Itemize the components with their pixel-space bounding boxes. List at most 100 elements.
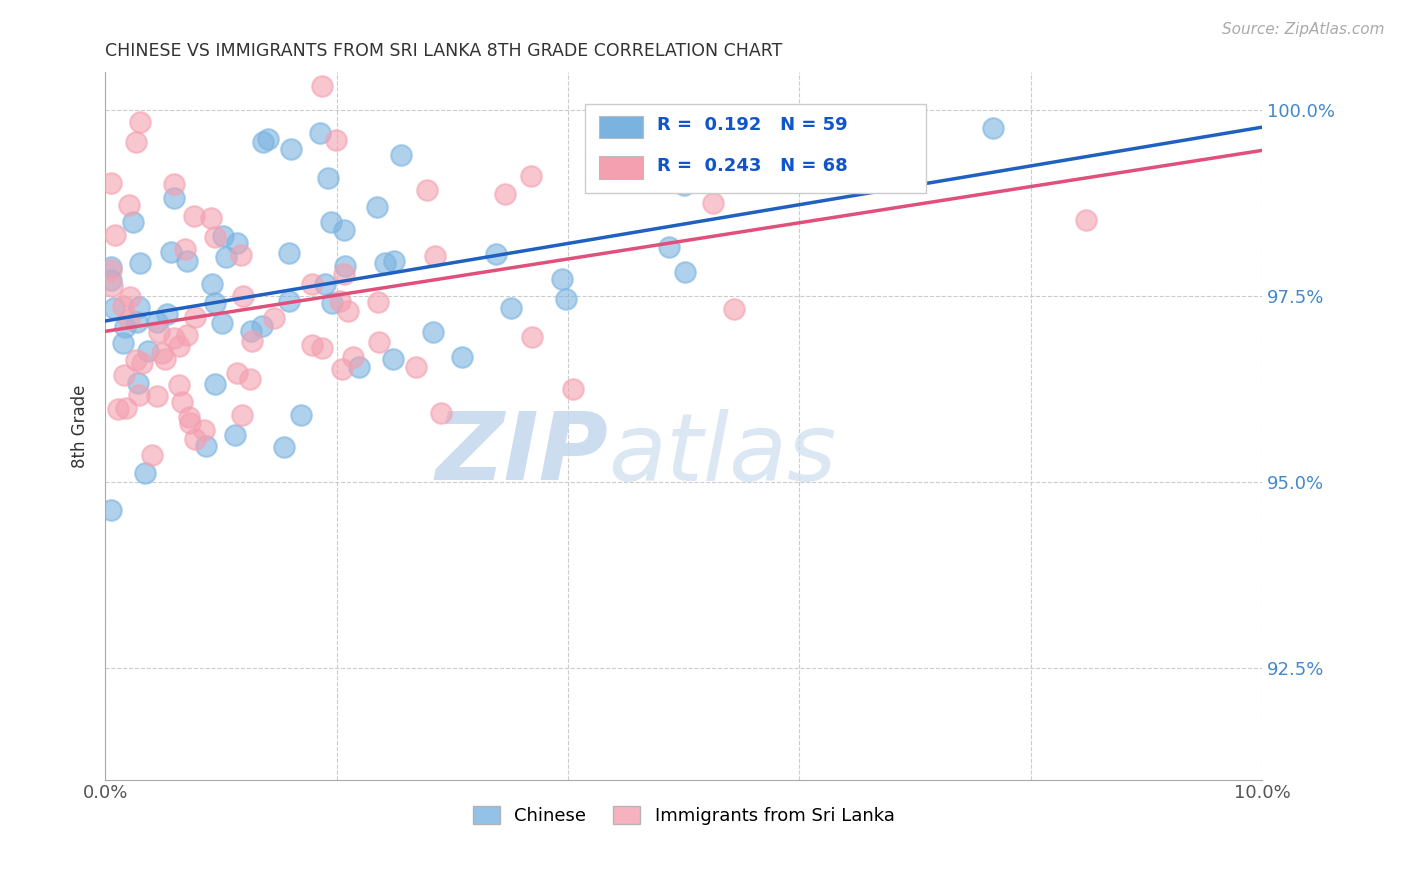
Point <box>349 359 371 374</box>
Point <box>430 406 453 420</box>
Point <box>224 427 246 442</box>
Point <box>311 79 333 94</box>
Text: R =  0.243   N = 68: R = 0.243 N = 68 <box>657 157 848 175</box>
Point <box>1074 213 1097 227</box>
Point <box>122 214 145 228</box>
Point <box>240 334 263 348</box>
Point <box>883 52 905 66</box>
Y-axis label: 8th Grade: 8th Grade <box>72 384 89 467</box>
Point <box>658 240 681 254</box>
Point <box>136 343 159 358</box>
Point <box>111 299 134 313</box>
Point <box>112 368 135 383</box>
Point <box>273 440 295 454</box>
Point <box>278 246 301 260</box>
Point <box>321 296 343 310</box>
Point <box>423 249 446 263</box>
Point <box>160 244 183 259</box>
Point <box>673 265 696 279</box>
Point <box>673 178 696 193</box>
Point <box>416 183 439 197</box>
Point <box>239 324 262 338</box>
Point <box>226 366 249 380</box>
Point <box>153 351 176 366</box>
Point <box>263 311 285 326</box>
Point <box>405 359 427 374</box>
Point <box>981 121 1004 136</box>
Point <box>167 377 190 392</box>
Point <box>231 409 253 423</box>
Point <box>104 228 127 243</box>
Point <box>111 336 134 351</box>
Point <box>321 215 343 229</box>
Point <box>337 304 360 318</box>
Point <box>124 135 146 149</box>
Point <box>115 401 138 416</box>
Point <box>290 409 312 423</box>
Point <box>311 341 333 355</box>
Text: R =  0.192   N = 59: R = 0.192 N = 59 <box>657 117 848 135</box>
Point <box>520 169 543 183</box>
Point <box>129 255 152 269</box>
Text: ZIP: ZIP <box>436 409 609 500</box>
Point <box>389 147 412 161</box>
Point <box>163 331 186 345</box>
Point <box>128 387 150 401</box>
Point <box>184 432 207 446</box>
Point <box>333 259 356 273</box>
FancyBboxPatch shape <box>585 104 927 193</box>
Point <box>163 177 186 191</box>
Point <box>232 289 254 303</box>
Point <box>211 228 233 243</box>
Point <box>162 191 184 205</box>
Point <box>117 312 139 326</box>
Point <box>314 277 336 291</box>
Point <box>252 319 274 334</box>
Point <box>367 295 389 310</box>
Point <box>174 242 197 256</box>
Point <box>225 236 247 251</box>
Point <box>554 293 576 307</box>
Point <box>333 267 356 281</box>
Point <box>100 503 122 517</box>
Point <box>134 467 156 481</box>
Point <box>146 389 169 403</box>
Point <box>100 273 122 287</box>
FancyBboxPatch shape <box>599 156 643 178</box>
Point <box>176 327 198 342</box>
Point <box>103 301 125 315</box>
Point <box>204 377 226 392</box>
Point <box>252 135 274 149</box>
Point <box>125 315 148 329</box>
Point <box>200 211 222 225</box>
Point <box>107 401 129 416</box>
Point <box>330 361 353 376</box>
Point <box>131 356 153 370</box>
Point <box>114 320 136 334</box>
Point <box>101 278 124 293</box>
Point <box>501 301 523 315</box>
Point <box>150 346 173 360</box>
Point <box>100 263 122 277</box>
Point <box>333 223 356 237</box>
Point <box>179 416 201 430</box>
Point <box>382 351 405 366</box>
Point <box>301 277 323 291</box>
Point <box>561 383 583 397</box>
Point <box>520 330 543 344</box>
Point <box>318 171 340 186</box>
Point <box>194 439 217 453</box>
Point <box>214 250 236 264</box>
Point <box>494 186 516 201</box>
Text: atlas: atlas <box>609 409 837 500</box>
Point <box>201 277 224 292</box>
Point <box>148 325 170 339</box>
Point <box>229 248 252 262</box>
Point <box>127 376 149 391</box>
Point <box>485 247 508 261</box>
Point <box>204 296 226 310</box>
Point <box>723 301 745 316</box>
Point <box>183 310 205 324</box>
Point <box>193 423 215 437</box>
Point <box>239 372 262 386</box>
